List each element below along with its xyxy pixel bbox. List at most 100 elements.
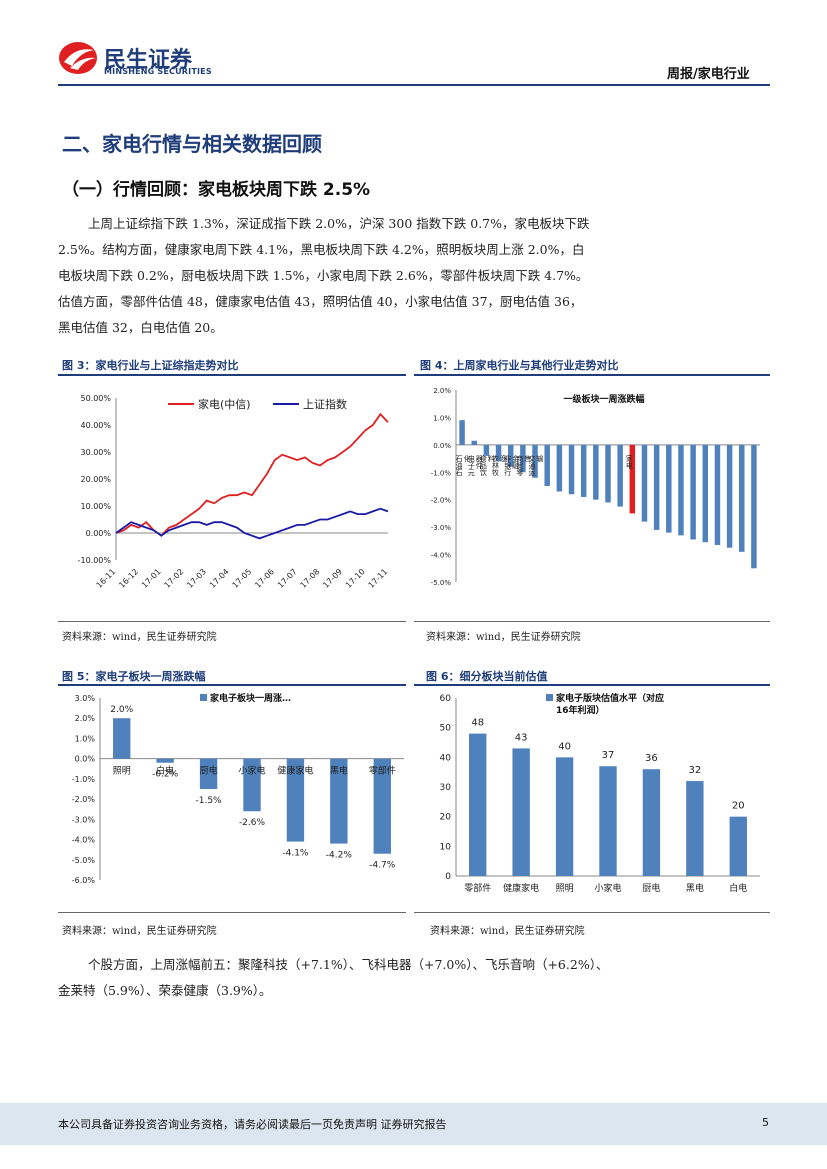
y-tick-label: -5.0% bbox=[431, 579, 452, 587]
fig4-source: 资料来源：wind，民生证券研究院 bbox=[426, 632, 581, 643]
chart-title: 一级板块一周涨跌幅 bbox=[563, 393, 644, 405]
x-category-label: 家电 bbox=[625, 454, 633, 469]
y-tick-label: -3.0% bbox=[72, 815, 96, 824]
bar bbox=[617, 444, 623, 507]
x-category-label: 料 bbox=[487, 454, 495, 463]
fig3-rule bbox=[58, 374, 406, 376]
legend-label: 家电子板块一周涨… bbox=[210, 692, 291, 704]
y-tick-label: 30 bbox=[440, 783, 452, 793]
bar bbox=[199, 758, 218, 789]
bar bbox=[243, 758, 261, 812]
fig3-bottom-rule bbox=[58, 621, 406, 622]
bar bbox=[751, 444, 757, 569]
y-tick-label: -6.0% bbox=[72, 876, 96, 885]
x-category-label: 白电 bbox=[156, 765, 174, 777]
bar bbox=[714, 444, 721, 545]
fig4-rule bbox=[414, 374, 770, 376]
data-label: -4.2% bbox=[326, 851, 353, 861]
header-divider bbox=[58, 84, 770, 86]
series-line bbox=[115, 507, 389, 540]
bar bbox=[156, 758, 174, 763]
x-tick-label: 16-12 bbox=[117, 567, 140, 590]
x-category-label: 健康家电 bbox=[277, 765, 313, 777]
bar bbox=[373, 758, 391, 854]
paragraph-line: 估值方面，零部件估值 48，健康家电估值 43，照明估值 40，小家电估值 37… bbox=[58, 294, 583, 309]
x-category-label: 零部件 bbox=[369, 765, 396, 777]
minsheng-logo-icon bbox=[59, 42, 97, 74]
paragraph-line: 上周上证综指下跌 1.3%，深证成指下跌 2.0%，沪深 300 指数下跌 0.… bbox=[88, 216, 590, 231]
legend-swatch bbox=[546, 694, 553, 701]
x-tick-label: 17-10 bbox=[344, 567, 367, 590]
data-label: 48 bbox=[471, 718, 484, 729]
legend-swatch bbox=[200, 694, 207, 701]
footer-disclaimer: 本公司具备证券投资咨询业务资格，请务必阅读最后一页免责声明 证券研究报告 bbox=[58, 1118, 447, 1131]
y-tick-label: 2.0% bbox=[75, 714, 96, 723]
x-tick-label: 17-05 bbox=[231, 567, 254, 590]
y-tick-label: -2.0% bbox=[72, 795, 96, 804]
fig6-bottom-rule bbox=[414, 912, 770, 913]
y-tick-label: 0 bbox=[445, 872, 451, 882]
bar bbox=[330, 758, 348, 844]
y-tick-label: 2.0% bbox=[433, 387, 451, 395]
x-tick-label: 17-11 bbox=[367, 567, 390, 590]
bar bbox=[580, 444, 587, 497]
bar bbox=[729, 816, 747, 876]
x-category-label: 食品饮 bbox=[479, 454, 487, 477]
y-tick-label: 10.00% bbox=[80, 502, 111, 511]
data-label: 40 bbox=[558, 741, 571, 752]
bar bbox=[507, 444, 514, 467]
bar bbox=[568, 444, 575, 495]
x-tick-label: 17-03 bbox=[185, 567, 208, 590]
fig5-chart: 3.0% 2.0% 1.0% 0.0% -1.0% -2.0% -3.0% -4.0% -5.0… bbox=[72, 692, 404, 885]
y-tick-label: 3.0% bbox=[75, 694, 96, 703]
x-category-label: 输 bbox=[536, 454, 544, 463]
legend-label: 家电(中信) bbox=[198, 397, 251, 411]
paragraph-line: 黑电估值 32，白电估值 20。 bbox=[58, 320, 223, 335]
y-tick-label: 40.00% bbox=[80, 421, 111, 430]
market-review-paragraph: 上周上证综指下跌 1.3%，深证成指下跌 2.0%，沪深 300 指数下跌 0.… bbox=[58, 211, 770, 341]
fig6-source: 资料来源：wind，民生证券研究院 bbox=[430, 926, 585, 937]
fig4-bottom-rule bbox=[414, 621, 770, 622]
x-category-label: 白电 bbox=[729, 882, 747, 894]
bar bbox=[495, 444, 502, 462]
x-category-label: 化 bbox=[463, 454, 471, 463]
x-tick-label: 17-06 bbox=[253, 567, 276, 590]
legend-label: 16年利润） bbox=[556, 704, 605, 716]
fig6-chart: 60 50 40 30 20 10 0 零部件 48 健康家电 43 照明 40 小家电 37 厨电 36 黑电 3… bbox=[440, 692, 760, 894]
x-category-label: 石油石 bbox=[455, 455, 463, 477]
bar bbox=[469, 733, 487, 876]
bar bbox=[483, 444, 490, 456]
bar bbox=[686, 781, 704, 876]
y-tick-label: 20 bbox=[440, 813, 452, 823]
fig6-title: 图 6：细分板块当前估值 bbox=[426, 670, 548, 683]
fig4-title: 图 4：上周家电行业与其他行业走势对比 bbox=[420, 359, 619, 372]
y-tick-label: 10 bbox=[440, 842, 452, 852]
paragraph-line: 金莱特（5.9%）、荣泰健康（3.9%）。 bbox=[58, 983, 272, 998]
x-category-label: 厨电 bbox=[200, 765, 218, 777]
y-tick-label: 0.0% bbox=[433, 442, 451, 450]
x-category-label: 照明 bbox=[113, 766, 131, 777]
bar bbox=[678, 444, 684, 536]
y-tick-label: -5.0% bbox=[72, 856, 96, 865]
x-tick-label: 17-01 bbox=[140, 567, 163, 590]
y-tick-label: 30.00% bbox=[80, 448, 111, 457]
x-category-label: 零部件 bbox=[464, 882, 491, 894]
x-category-label: 金融 bbox=[512, 454, 520, 470]
x-tick-label: 17-07 bbox=[276, 567, 299, 590]
bar bbox=[471, 440, 477, 445]
fig3-chart: 50.00% 40.00% 30.00% 20.00% 10.00% 0.00% -10.0… bbox=[78, 394, 390, 590]
x-category-label: 电子元 bbox=[467, 454, 475, 477]
data-label: 37 bbox=[602, 750, 615, 761]
bar bbox=[286, 758, 305, 842]
bar bbox=[512, 748, 530, 876]
fig6-rule bbox=[414, 684, 770, 686]
data-label: 32 bbox=[688, 765, 701, 776]
fig5-bottom-rule bbox=[58, 912, 406, 913]
logo-subtext: MINSHENG SECURITIES bbox=[104, 67, 212, 76]
fig5-source: 资料来源：wind，民生证券研究院 bbox=[62, 926, 217, 937]
y-tick-label: -10.00% bbox=[78, 556, 112, 565]
y-tick-label: -1.0% bbox=[72, 775, 96, 784]
paragraph-line: 2.5%。结构方面，健康家电周下跌 4.1%，黑电板块周下跌 4.2%，照明板块… bbox=[58, 242, 585, 257]
fig4-chart: 2.0% 1.0% 0.0% -1.0% -2.0% -3.0% -4.0% -5.0% 石油石… bbox=[431, 387, 760, 587]
x-category-label: 小家电 bbox=[594, 882, 621, 894]
